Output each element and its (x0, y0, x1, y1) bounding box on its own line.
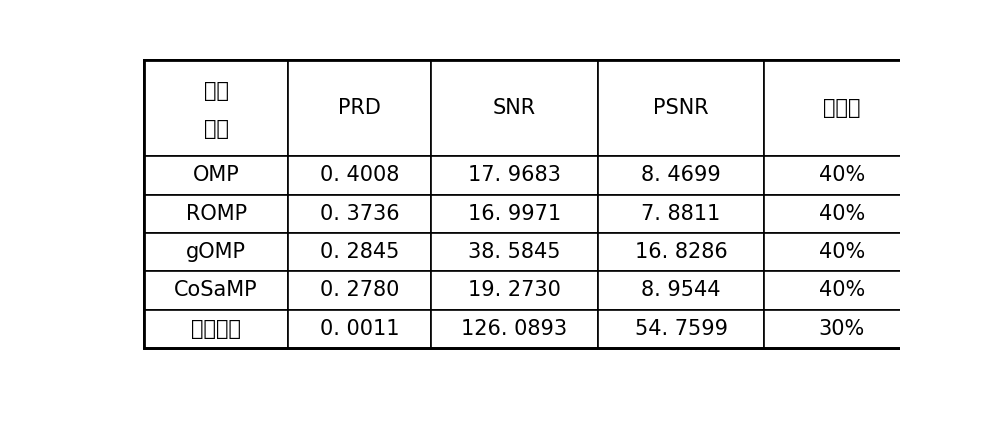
Bar (764, 60, 919, 156)
Text: 16. 8286: 16. 8286 (635, 242, 727, 262)
Bar (144, 271, 288, 310)
Text: 126. 0893: 126. 0893 (461, 319, 568, 339)
Bar (288, 60, 431, 156)
Text: gOMP: gOMP (186, 242, 246, 262)
Bar (144, 60, 919, 156)
Bar (288, 156, 431, 195)
Bar (144, 233, 288, 271)
Bar (431, 271, 598, 310)
Text: 0. 2845: 0. 2845 (320, 242, 399, 262)
Text: 30%: 30% (819, 319, 865, 339)
Text: 40%: 40% (819, 242, 865, 262)
Bar (431, 195, 598, 233)
Bar (764, 156, 919, 195)
Text: 8. 4699: 8. 4699 (641, 165, 721, 185)
Bar (288, 233, 431, 271)
Text: 16. 9971: 16. 9971 (468, 204, 561, 224)
Text: 19. 2730: 19. 2730 (468, 281, 561, 300)
Text: CoSaMP: CoSaMP (174, 281, 258, 300)
Bar (144, 156, 288, 195)
Text: PSNR: PSNR (653, 98, 709, 118)
Bar (764, 195, 919, 233)
Text: 0. 2780: 0. 2780 (320, 281, 399, 300)
Text: 0. 0011: 0. 0011 (320, 319, 399, 339)
Text: 本文方法: 本文方法 (191, 319, 241, 339)
Bar (598, 271, 764, 310)
Bar (764, 271, 919, 310)
Text: 8. 9544: 8. 9544 (641, 281, 721, 300)
Text: 38. 5845: 38. 5845 (468, 242, 561, 262)
Text: 7. 8811: 7. 8811 (641, 204, 721, 224)
Text: 40%: 40% (819, 204, 865, 224)
Bar (598, 60, 764, 156)
Bar (598, 310, 764, 348)
Text: 54. 7599: 54. 7599 (635, 319, 728, 339)
Text: 指标: 指标 (204, 119, 229, 139)
Bar (288, 195, 431, 233)
Bar (764, 233, 919, 271)
Text: SNR: SNR (493, 98, 536, 118)
Bar (431, 233, 598, 271)
Bar (431, 310, 598, 348)
Bar (144, 310, 288, 348)
Text: 方法: 方法 (204, 81, 229, 101)
Bar (764, 310, 919, 348)
Bar (431, 156, 598, 195)
Text: 40%: 40% (819, 165, 865, 185)
Text: 采样率: 采样率 (823, 98, 861, 118)
Text: OMP: OMP (193, 165, 239, 185)
Text: 17. 9683: 17. 9683 (468, 165, 561, 185)
Bar (598, 195, 764, 233)
Text: 0. 4008: 0. 4008 (320, 165, 399, 185)
Text: PRD: PRD (338, 98, 381, 118)
Text: 0. 3736: 0. 3736 (320, 204, 399, 224)
Text: 40%: 40% (819, 281, 865, 300)
Bar (144, 60, 288, 156)
Bar (288, 310, 431, 348)
Bar (144, 195, 288, 233)
Bar (144, 60, 919, 348)
Bar (144, 60, 919, 348)
Bar (431, 60, 598, 156)
Bar (598, 233, 764, 271)
Bar (288, 271, 431, 310)
Text: ROMP: ROMP (186, 204, 247, 224)
Bar (598, 156, 764, 195)
